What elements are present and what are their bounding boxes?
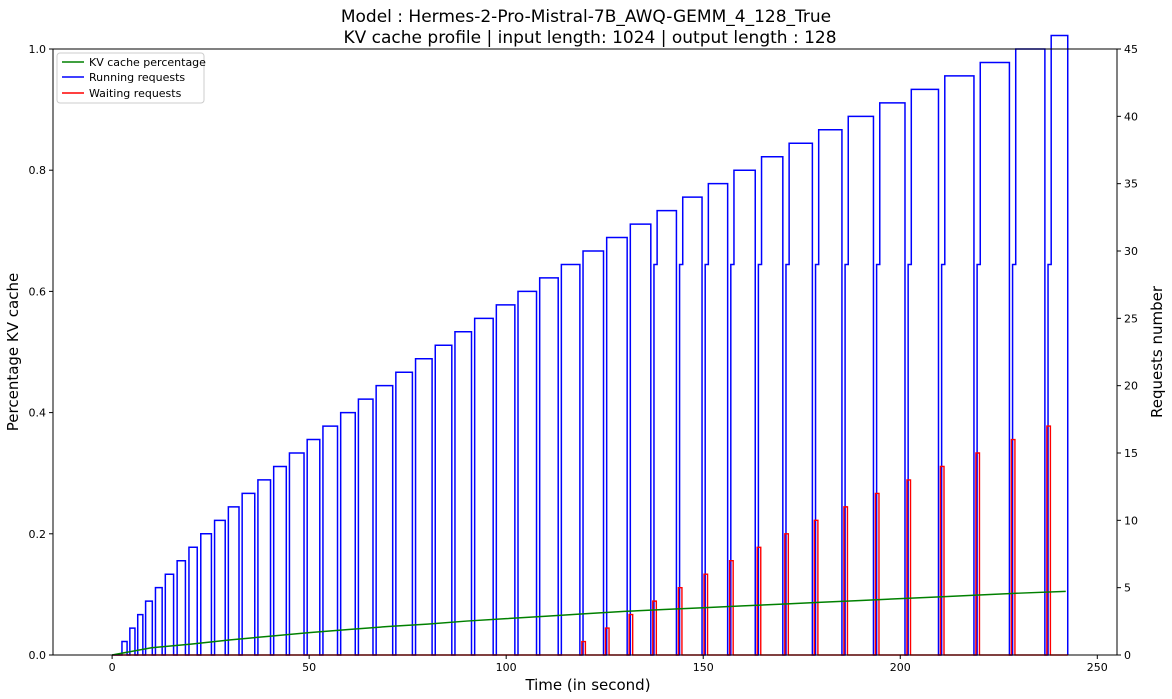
plot-frame xyxy=(52,48,1118,656)
y-left-tick-label: 0.8 xyxy=(29,164,47,177)
y-left-tick-label: 0.6 xyxy=(29,285,47,298)
legend-label-waiting: Waiting requests xyxy=(89,87,182,100)
series-kv-cache-percentage xyxy=(111,590,1066,656)
y-right-tick-label: 15 xyxy=(1124,447,1138,460)
y-left-tick-label: 0.4 xyxy=(29,407,47,420)
chart-subtitle: KV cache profile | input length: 1024 | … xyxy=(343,28,836,48)
chart-title: Model : Hermes-2-Pro-Mistral-7B_AWQ-GEMM… xyxy=(341,7,831,27)
series-waiting-requests xyxy=(112,425,1068,656)
y-left-tick-label: 0.0 xyxy=(29,649,47,662)
y-left-tick-label: 1.0 xyxy=(29,43,47,56)
y-right-tick-label: 45 xyxy=(1124,43,1138,56)
x-tick-label: 50 xyxy=(302,661,316,674)
x-tick-label: 100 xyxy=(496,661,517,674)
y-right-tick-label: 0 xyxy=(1124,649,1131,662)
series-running-requests xyxy=(112,34,1069,656)
y-right-tick-label: 40 xyxy=(1124,110,1138,123)
y-right-tick-label: 30 xyxy=(1124,245,1138,258)
x-tick-label: 150 xyxy=(693,661,714,674)
x-tick-label: 0 xyxy=(109,661,116,674)
legend: KV cache percentage Running requests Wai… xyxy=(56,52,206,104)
y-axis-right-label: Requests number xyxy=(1148,285,1166,418)
y-left-tick-label: 0.2 xyxy=(29,528,47,541)
legend-label-kv: KV cache percentage xyxy=(89,56,206,69)
y-right-tick-label: 25 xyxy=(1124,312,1138,325)
x-axis-ticks: 0 50 100 150 200 250 xyxy=(109,655,1108,674)
y-right-tick-label: 10 xyxy=(1124,514,1138,527)
y-axis-left-label: Percentage KV cache xyxy=(4,273,22,431)
y-axis-right-ticks: 0 5 10 15 20 25 30 35 40 45 xyxy=(1117,43,1138,662)
legend-label-running: Running requests xyxy=(89,71,185,84)
y-axis-left-ticks: 0.0 0.2 0.4 0.6 0.8 1.0 xyxy=(29,43,53,662)
x-axis-label: Time (in second) xyxy=(524,676,650,694)
x-tick-label: 250 xyxy=(1087,661,1108,674)
y-right-tick-label: 35 xyxy=(1124,178,1138,191)
x-tick-label: 200 xyxy=(890,661,911,674)
y-right-tick-label: 5 xyxy=(1124,582,1131,595)
plot-area xyxy=(111,34,1069,656)
y-right-tick-label: 20 xyxy=(1124,380,1138,393)
legend-box xyxy=(56,52,205,104)
